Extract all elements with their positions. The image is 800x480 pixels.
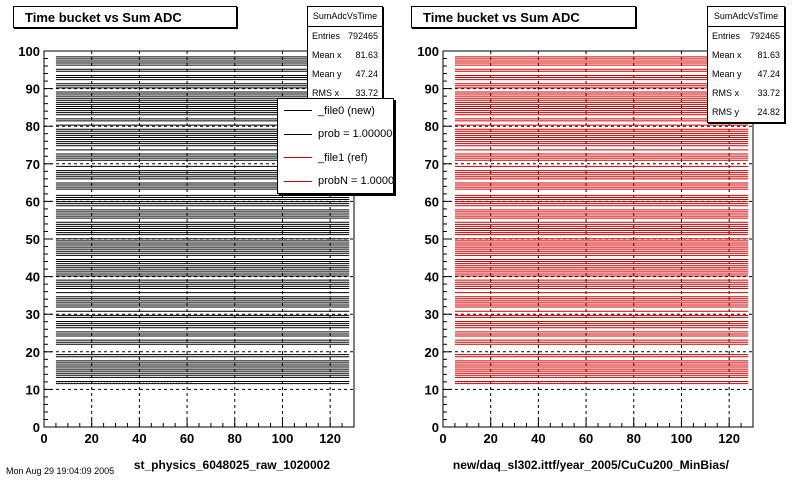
left-chart-title: Time bucket vs Sum ADC [13, 6, 237, 28]
left-stats-row: Mean x 81.63 [312, 50, 378, 60]
x-tick-label: 20 [84, 431, 98, 446]
y-tick-label: 70 [26, 157, 40, 172]
legend-entry: prob = 1.000000 [278, 123, 393, 147]
legend-entry: _file0 (new) [278, 99, 393, 123]
x-tick-label: 100 [671, 431, 693, 446]
footer-timestamp: Mon Aug 29 19:04:09 2005 [6, 466, 115, 476]
data-series-lines [454, 56, 749, 385]
x-tick-label: 120 [718, 431, 740, 446]
y-tick-label: 60 [425, 194, 439, 209]
y-tick-label: 0 [33, 420, 40, 435]
left-stats-row: Mean y 47.24 [312, 69, 378, 79]
legend-entry: probN = 1.000000 [278, 170, 393, 194]
y-tick-label: 10 [26, 382, 40, 397]
legend-entry: _file1 (ref) [278, 146, 393, 170]
left-stats-row: RMS x 33.72 [312, 88, 378, 98]
y-tick-label: 70 [425, 157, 439, 172]
x-tick-label: 40 [531, 431, 545, 446]
legend-line-swatch [284, 133, 312, 135]
left-stats-row: Entries 792465 [312, 31, 378, 41]
legend-line-swatch [284, 157, 312, 159]
y-tick-label: 20 [425, 345, 439, 360]
right-stats-row: Entries 792465 [712, 31, 780, 41]
x-tick-label: 120 [319, 431, 341, 446]
y-tick-label: 100 [417, 44, 439, 59]
right-stats-row: RMS y 24.82 [712, 107, 780, 117]
legend-label: probN = 1.000000 [318, 175, 394, 188]
legend-label: prob = 1.000000 [318, 128, 394, 141]
y-tick-label: 10 [425, 382, 439, 397]
left-stats-box: SumAdcVsTime Entries 792465 Mean x 81.63 M… [307, 6, 383, 104]
right-stats-row: RMS x 33.72 [712, 88, 780, 98]
right-plot-panel: 0 20 40 60 80 100 120 0 10 20 30 40 50 60 70 80 90 100 new… [417, 44, 754, 472]
left-legend: _file0 (new) prob = 1.000000 _file1 (ref… [277, 98, 394, 194]
right-stats-row: Mean y 47.24 [712, 69, 780, 79]
y-tick-label: 50 [425, 232, 439, 247]
right-stats-row: Mean x 81.63 [712, 50, 780, 60]
x-tick-label: 0 [40, 431, 47, 446]
left-stats-title: SumAdcVsTime [308, 7, 382, 27]
y-tick-label: 90 [425, 82, 439, 97]
y-tick-label: 30 [26, 307, 40, 322]
x-tick-label: 80 [228, 431, 242, 446]
y-tick-label: 80 [425, 119, 439, 134]
x-tick-label: 20 [483, 431, 497, 446]
x-tick-label: 80 [627, 431, 641, 446]
y-tick-label: 90 [26, 82, 40, 97]
x-axis-label: new/daq_sl302.ittf/year_2005/CuCu200_Min… [453, 458, 730, 472]
y-tick-label: 40 [26, 270, 40, 285]
y-tick-label: 50 [26, 232, 40, 247]
y-tick-label: 40 [425, 270, 439, 285]
x-axis-label: st_physics_6048025_raw_1020002 [134, 458, 330, 472]
y-tick-label: 80 [26, 119, 40, 134]
x-tick-label: 100 [272, 431, 294, 446]
legend-label: _file1 (ref) [318, 151, 368, 164]
legend-label: _file0 (new) [318, 104, 375, 117]
y-tick-label: 0 [432, 420, 439, 435]
y-tick-label: 30 [425, 307, 439, 322]
y-tick-label: 20 [26, 345, 40, 360]
x-tick-label: 60 [579, 431, 593, 446]
right-stats-box: SumAdcVsTime Entries 792465 Mean x 81.63 M… [707, 6, 785, 123]
right-stats-title: SumAdcVsTime [708, 7, 784, 27]
legend-line-swatch [284, 180, 312, 182]
x-tick-label: 60 [180, 431, 194, 446]
right-chart-title: Time bucket vs Sum ADC [411, 6, 636, 28]
y-tick-label: 60 [26, 194, 40, 209]
x-tick-label: 0 [439, 431, 446, 446]
y-tick-label: 100 [18, 44, 40, 59]
legend-line-swatch [284, 110, 312, 112]
x-tick-label: 40 [132, 431, 146, 446]
